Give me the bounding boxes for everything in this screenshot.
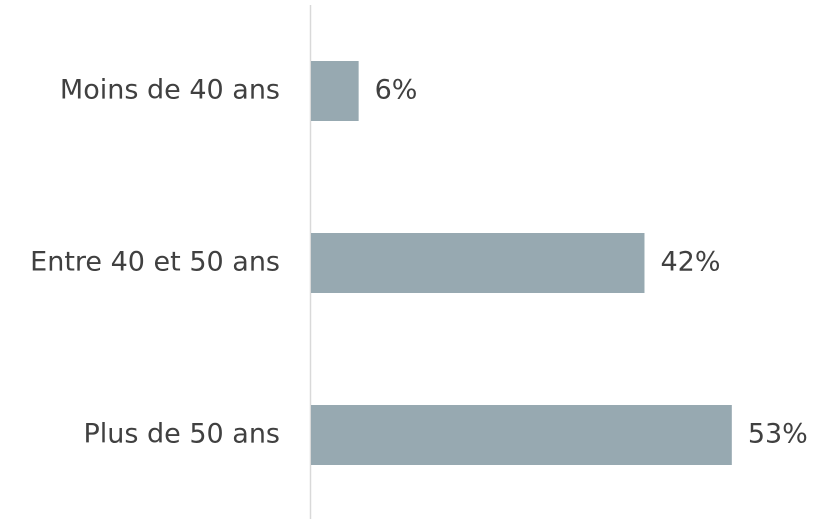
category-label: Entre 40 et 50 ans bbox=[30, 247, 280, 278]
category-label: Moins de 40 ans bbox=[60, 75, 280, 106]
value-label: 42% bbox=[660, 247, 720, 278]
value-label: 53% bbox=[748, 419, 808, 450]
bar bbox=[311, 405, 732, 465]
value-label: 6% bbox=[375, 75, 418, 106]
category-label: Plus de 50 ans bbox=[83, 419, 280, 450]
bar bbox=[311, 61, 359, 121]
bar bbox=[311, 233, 645, 293]
